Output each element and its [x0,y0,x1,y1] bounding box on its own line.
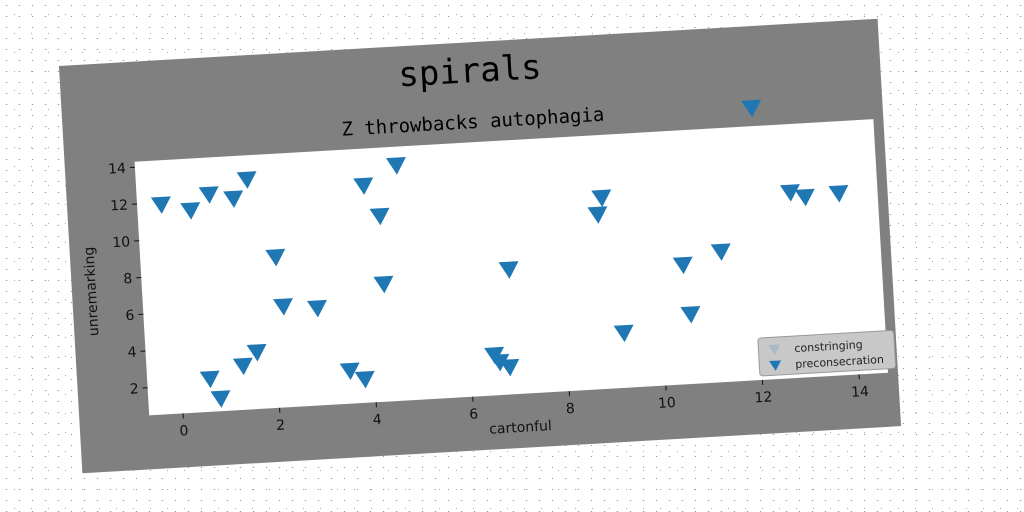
data-point [180,202,201,220]
data-point [741,99,762,118]
data-point [710,243,731,261]
x-tick-label: 2 [276,418,286,434]
data-point [236,171,257,189]
y-tick-label: 2 [129,381,139,397]
data-point [587,206,608,224]
y-tick-label: 8 [123,271,133,287]
data-point [353,177,374,195]
data-point [373,275,394,294]
x-tick-label: 10 [658,395,677,412]
data-point [272,298,293,316]
data-point [672,256,693,275]
data-points [150,99,849,408]
y-tick-label: 4 [127,345,137,361]
data-point [680,305,701,324]
data-point [223,190,244,208]
data-point [794,188,815,207]
legend-marker [768,344,781,355]
legend-marker [769,360,782,371]
x-axis-label: cartonful [489,418,552,438]
axes: 0 2 4 6 8 10 12 14 2 4 6 8 10 12 14 [108,161,870,440]
data-point [150,196,171,214]
data-point [199,370,220,389]
data-point [369,207,390,226]
data-point [489,353,510,372]
data-point [779,184,800,202]
x-tick-label: 6 [469,406,479,422]
y-tick-label: 10 [112,234,131,251]
y-tick-label: 14 [108,161,127,178]
data-point [498,261,519,279]
y-tick-label: 12 [110,198,129,215]
chart-title: spirals [397,47,542,95]
data-point [828,184,849,203]
data-point [306,299,327,318]
data-point [385,157,406,175]
data-point [232,357,253,376]
data-point [246,343,267,362]
scatter-chart: spirals Z throwbacks autophagia 0 2 4 6 8 10 1… [81,47,897,440]
data-point [210,390,231,408]
legend-label: preconsecration [795,353,884,371]
data-point [499,358,520,377]
data-point [354,370,375,389]
data-point [265,248,286,267]
data-point [198,186,219,204]
x-tick-label: 12 [754,389,773,406]
data-point [339,362,360,381]
legend-box [757,330,897,377]
chart-figure: spirals Z throwbacks autophagia 0 2 4 6 8 10 1… [58,18,902,474]
x-tick-label: 4 [372,412,382,428]
y-axis-label: unremarking [81,246,102,336]
y-tick-label: 6 [125,308,135,324]
x-tick-label: 0 [179,423,189,439]
chart-subtitle: Z throwbacks autophagia [341,104,605,141]
data-point [613,324,634,343]
x-tick-label: 14 [851,384,870,401]
data-point [591,189,612,207]
legend-label: constringing [794,338,863,355]
x-tick-label: 8 [565,401,575,417]
